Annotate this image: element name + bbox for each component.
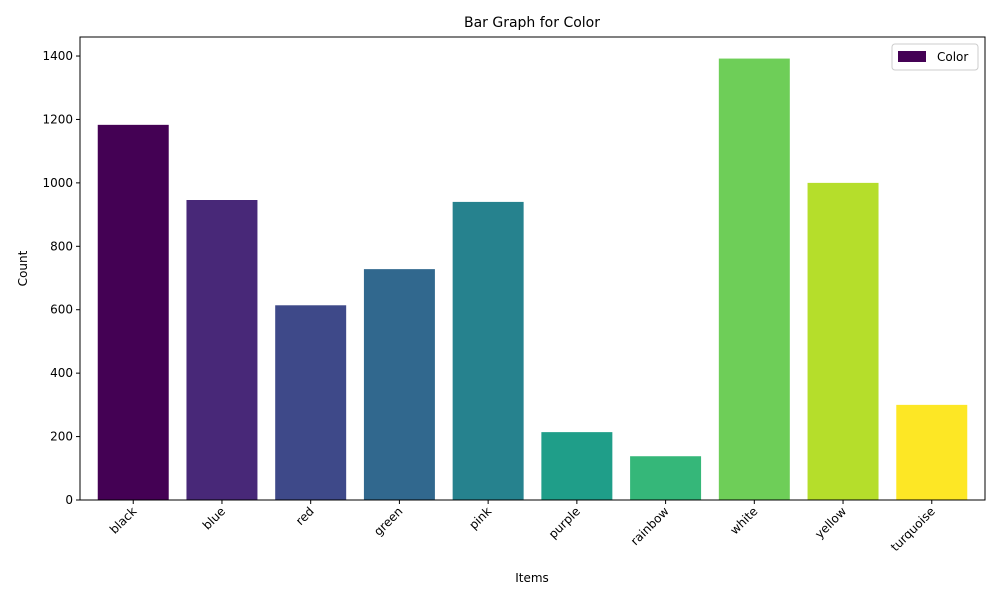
legend: Color [891,43,979,71]
y-tick-label: 1400 [42,49,73,63]
bar-black [97,124,169,501]
y-tick-label: 1000 [42,176,73,190]
y-tick-label: 800 [50,239,73,253]
plot-frame [79,36,986,501]
bar-purple [541,432,613,500]
legend-label: Color [937,50,968,64]
y-tick-label: 200 [50,430,73,444]
bar-rainbow [630,456,702,500]
bar-blue [186,200,258,500]
legend-box [891,43,979,71]
bar-turquoise [896,404,968,500]
bar-red [275,305,347,500]
bar-white [718,58,790,500]
x-axis-label: Items [515,571,549,585]
bar-yellow [807,182,879,500]
bar-green [363,269,435,500]
y-tick-label: 1200 [42,112,73,126]
y-tick-label: 0 [65,493,73,507]
y-tick-label: 600 [50,303,73,317]
bars-group [97,58,968,501]
y-tick-label: 400 [50,366,73,380]
bar-pink [452,201,524,500]
chart-title: Bar Graph for Color [464,15,600,31]
y-axis-label: Count [16,250,30,286]
legend-swatch [898,51,926,62]
y-axis-ticks: 0 200 400 600 800 1000 1200 1400 [42,49,80,507]
